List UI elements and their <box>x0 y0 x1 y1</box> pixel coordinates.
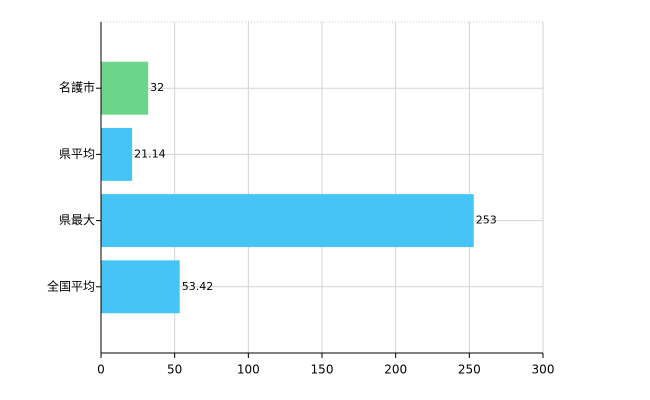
y-tick-label: 県平均 <box>59 147 95 161</box>
y-tick-label: 県最大 <box>59 213 95 227</box>
value-label: 32 <box>150 81 164 94</box>
x-tick-label: 250 <box>458 363 481 377</box>
value-label: 253 <box>476 214 497 227</box>
bar <box>101 61 149 115</box>
x-tick-label: 200 <box>384 363 407 377</box>
x-tick-label: 300 <box>532 363 555 377</box>
y-tick-label: 全国平均 <box>47 278 95 293</box>
value-label: 21.14 <box>134 147 166 160</box>
x-tick-label: 100 <box>237 363 260 377</box>
bar <box>101 127 133 181</box>
x-tick-label: 50 <box>167 363 182 377</box>
y-tick-label: 名護市 <box>59 80 95 95</box>
x-tick-label: 150 <box>311 363 334 377</box>
bar <box>101 194 474 248</box>
x-tick-label: 0 <box>97 363 105 377</box>
value-label: 53.42 <box>182 280 214 293</box>
bar <box>101 260 180 314</box>
